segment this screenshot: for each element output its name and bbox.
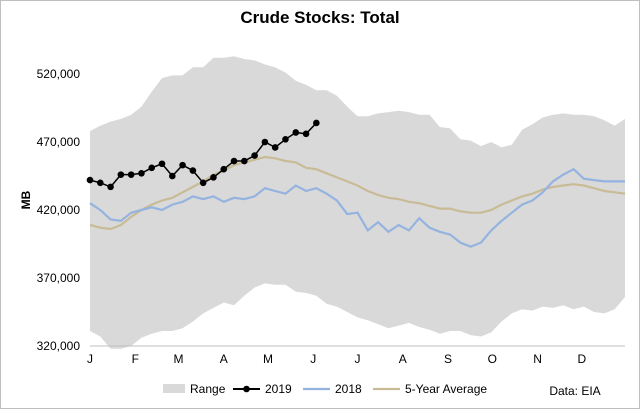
data-point-2019 <box>292 129 300 136</box>
data-point-2019 <box>261 138 269 146</box>
x-tick-label: M <box>173 352 183 366</box>
data-point-2019 <box>138 169 145 177</box>
data-point-2019 <box>220 165 228 173</box>
data-point-2019 <box>127 171 135 178</box>
data-point-2019 <box>313 119 320 127</box>
legend-swatch-range <box>163 384 185 393</box>
legend-label-range: Range <box>190 382 226 396</box>
data-point-2019 <box>169 172 176 180</box>
data-point-2019 <box>158 160 166 168</box>
source-note: Data: EIA <box>549 384 600 398</box>
data-point-2019 <box>189 167 197 174</box>
x-tick-label: J <box>355 352 361 366</box>
data-point-2019 <box>241 157 248 165</box>
legend: Range 2019 2018 5-Year Average <box>163 382 487 396</box>
range-band <box>90 56 625 349</box>
y-axis-label: MB <box>19 190 33 209</box>
legend-label-2019: 2019 <box>265 382 292 396</box>
data-point-2019 <box>148 164 156 172</box>
data-point-2019 <box>96 179 104 187</box>
y-tick-label: 420,000 <box>37 203 81 217</box>
data-point-2019 <box>251 152 258 159</box>
y-axis: 320,000 370,000 420,000 470,000 520,000 <box>37 67 81 353</box>
x-tick-label: N <box>533 352 542 366</box>
y-tick-label: 370,000 <box>37 271 81 285</box>
series-layer <box>86 119 626 248</box>
data-point-2019 <box>271 144 279 151</box>
x-tick-label: O <box>488 352 497 366</box>
x-tick-label: S <box>444 352 452 366</box>
data-point-2019 <box>117 171 125 178</box>
series-line-2018 <box>89 167 625 248</box>
legend-marker-2019 <box>243 385 250 393</box>
data-point-2019 <box>199 179 207 187</box>
data-point-2019 <box>302 130 310 138</box>
x-tick-label: J <box>310 352 316 366</box>
data-point-2019 <box>230 157 238 165</box>
data-point-2019 <box>107 183 114 191</box>
x-tick-label: D <box>577 352 586 366</box>
x-tick-label: J <box>87 352 93 366</box>
legend-label-2018: 2018 <box>335 382 362 396</box>
x-tick-label: M <box>263 352 273 366</box>
legend-label-5-year-average: 5-Year Average <box>405 382 487 396</box>
x-tick-label: A <box>220 352 228 366</box>
chart-title: Crude Stocks: Total <box>240 8 400 27</box>
y-tick-label: 470,000 <box>37 135 81 149</box>
y-tick-label: 520,000 <box>37 67 81 81</box>
x-tick-label: A <box>399 352 407 366</box>
data-point-2019 <box>86 176 94 184</box>
x-tick-label: F <box>132 352 139 366</box>
data-point-2019 <box>210 174 217 181</box>
data-point-2019 <box>179 161 186 169</box>
y-tick-label: 320,000 <box>37 339 81 353</box>
data-point-2019 <box>282 135 289 143</box>
range-layer <box>90 56 625 349</box>
series-line-5-year-average <box>89 155 626 231</box>
